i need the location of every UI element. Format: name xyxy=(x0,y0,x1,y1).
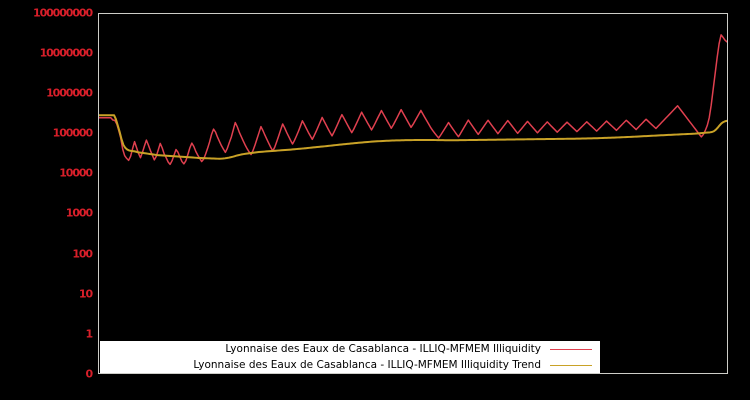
y-axis-tick-label: 1000000 xyxy=(46,86,93,100)
legend-entry-illiquidity: Lyonnaise des Eaux de Casablanca - ILLIQ… xyxy=(100,341,600,357)
legend-label-illiquidity: Lyonnaise des Eaux de Casablanca - ILLIQ… xyxy=(225,343,541,355)
plot-svg xyxy=(99,34,727,166)
series-line-illiquidity xyxy=(99,34,727,166)
y-axis-tick-label: 100000000 xyxy=(33,6,93,20)
y-axis-tick-label: 10000000 xyxy=(39,46,94,60)
y-axis-tick-label: 10 xyxy=(78,287,93,301)
y-axis-tick-label: 100 xyxy=(72,247,93,261)
legend-entry-illiquidity-trend: Lyonnaise des Eaux de Casablanca - ILLIQ… xyxy=(100,357,600,373)
y-axis: 100000000 10000000 1000000 100000 10000 … xyxy=(0,0,94,400)
y-axis-tick-label: 1 xyxy=(85,327,93,341)
series-layer xyxy=(99,34,727,166)
legend-swatch-illiquidity xyxy=(550,348,592,350)
y-axis-tick-label: 100000 xyxy=(52,126,93,140)
y-axis-tick-label: 1000 xyxy=(65,206,93,220)
y-axis-tick-label: 0 xyxy=(85,367,93,381)
series-line-illiquidity-trend xyxy=(99,114,727,160)
y-axis-tick-label: 10000 xyxy=(59,166,93,180)
legend: Lyonnaise des Eaux de Casablanca - ILLIQ… xyxy=(100,341,600,373)
legend-swatch-illiquidity-trend xyxy=(550,364,592,366)
legend-label-illiquidity-trend: Lyonnaise des Eaux de Casablanca - ILLIQ… xyxy=(193,359,541,371)
plot-area xyxy=(98,13,728,374)
